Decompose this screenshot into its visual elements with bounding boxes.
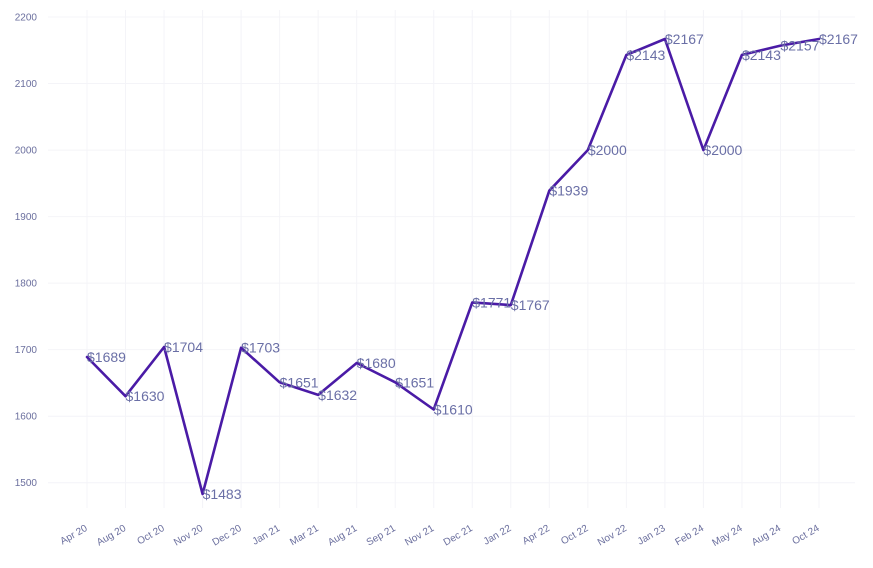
y-tick-label: 1500 bbox=[15, 478, 38, 489]
data-label: $1651 bbox=[395, 374, 434, 390]
x-tick-label: Feb 24 bbox=[673, 523, 706, 548]
x-tick-label: Nov 20 bbox=[172, 523, 205, 549]
x-tick-label: Apr 22 bbox=[521, 523, 552, 547]
y-axis-ticks: 1500 1600 1700 1800 1900 2000 2100 2200 bbox=[15, 13, 38, 490]
x-tick-label: Aug 20 bbox=[95, 523, 128, 549]
x-tick-label: Aug 21 bbox=[326, 523, 359, 549]
data-label: $2167 bbox=[665, 31, 704, 47]
data-label: $1704 bbox=[164, 339, 203, 355]
x-tick-label: Apr 20 bbox=[58, 523, 89, 547]
data-label: $1689 bbox=[87, 349, 126, 365]
data-label: $1630 bbox=[126, 388, 165, 404]
data-label: $2143 bbox=[742, 47, 781, 63]
x-tick-label: Mar 21 bbox=[288, 523, 321, 548]
x-tick-label: Jan 23 bbox=[636, 523, 668, 548]
x-tick-label: Nov 22 bbox=[596, 523, 629, 549]
x-tick-label: May 24 bbox=[711, 523, 745, 549]
y-tick-label: 1700 bbox=[15, 345, 38, 356]
x-tick-label: Jan 22 bbox=[482, 523, 514, 548]
data-label: $1680 bbox=[357, 355, 396, 371]
data-label: $1703 bbox=[241, 340, 280, 356]
x-tick-label: Dec 21 bbox=[442, 523, 475, 549]
series-line-price bbox=[85, 37, 821, 496]
x-tick-label: Jan 21 bbox=[251, 523, 283, 548]
y-tick-label: 2200 bbox=[15, 13, 38, 24]
y-tick-label: 2100 bbox=[15, 79, 38, 90]
y-tick-label: 1900 bbox=[15, 212, 38, 223]
x-axis-ticks: Apr 20 Aug 20 Oct 20 Nov 20 Dec 20 Jan 21 Mar … bbox=[58, 523, 821, 549]
x-tick-label: Dec 20 bbox=[211, 523, 244, 549]
grid bbox=[48, 10, 855, 508]
data-label: $2167 bbox=[819, 31, 858, 47]
data-label: $1610 bbox=[434, 402, 473, 418]
data-labels: $1689$1630$1704$1483$1703$1651$1632$1680… bbox=[87, 31, 858, 502]
data-label: $2000 bbox=[703, 142, 742, 158]
data-label: $1771 bbox=[472, 294, 511, 310]
data-label: $1483 bbox=[203, 486, 242, 502]
data-label: $1651 bbox=[280, 374, 319, 390]
x-tick-label: Oct 20 bbox=[136, 523, 167, 547]
y-tick-label: 1600 bbox=[15, 412, 38, 423]
x-tick-label: Aug 24 bbox=[750, 523, 783, 549]
x-tick-label: Oct 22 bbox=[559, 523, 590, 547]
x-tick-label: Sep 21 bbox=[365, 523, 398, 549]
data-label: $1939 bbox=[549, 183, 588, 199]
data-label: $2000 bbox=[588, 142, 627, 158]
data-label: $2157 bbox=[780, 38, 819, 54]
x-tick-label: Oct 24 bbox=[790, 523, 821, 547]
series-lines bbox=[85, 37, 821, 496]
data-label: $2143 bbox=[626, 47, 665, 63]
y-tick-label: 2000 bbox=[15, 146, 38, 157]
data-label: $1632 bbox=[318, 387, 357, 403]
data-label: $1767 bbox=[511, 297, 550, 313]
x-tick-label: Nov 21 bbox=[403, 523, 436, 549]
y-tick-label: 1800 bbox=[15, 279, 38, 290]
